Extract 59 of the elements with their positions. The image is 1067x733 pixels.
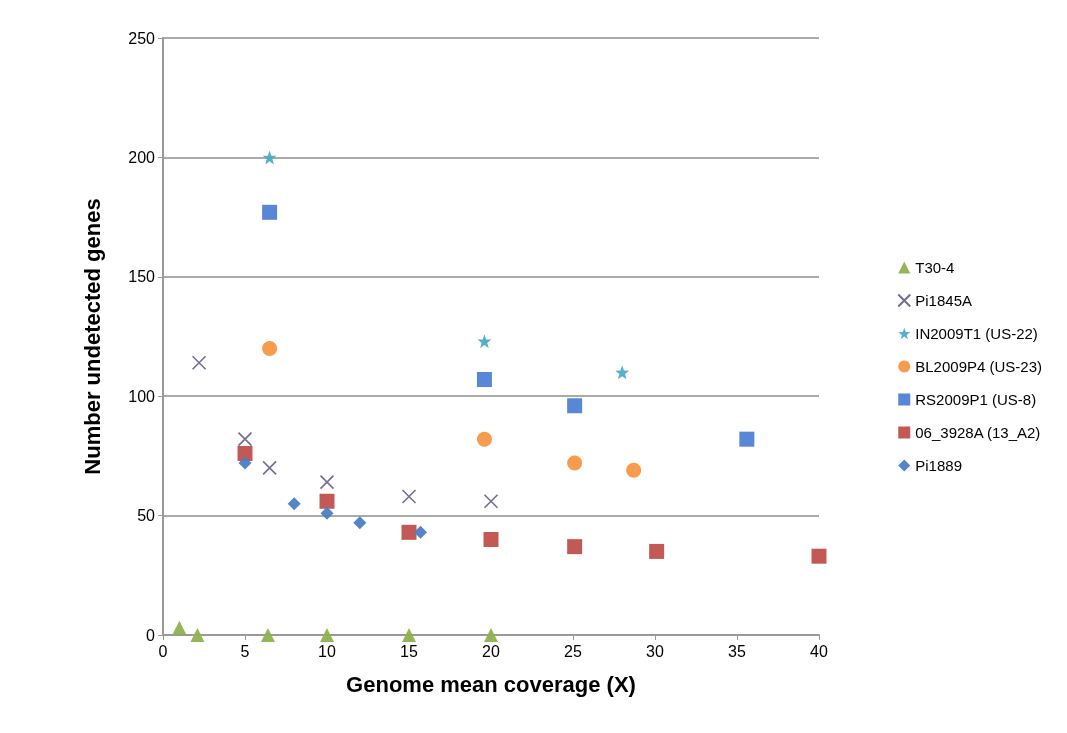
legend-label: BL2009P4 (US-23)	[915, 358, 1043, 375]
point	[320, 628, 334, 642]
point	[476, 431, 492, 447]
legend-label: Pi1845A	[915, 292, 972, 309]
x-tick-label: 0	[158, 642, 168, 660]
point	[353, 516, 367, 530]
point	[567, 455, 583, 471]
point	[615, 365, 630, 380]
point	[238, 456, 252, 470]
point	[320, 506, 334, 520]
point	[190, 628, 205, 642]
point	[483, 493, 499, 509]
x-tick-label: 5	[240, 642, 250, 660]
point	[262, 204, 278, 220]
point	[319, 493, 335, 509]
point	[413, 525, 427, 539]
point	[262, 340, 278, 356]
legend-label: T30-4	[915, 259, 955, 276]
point	[287, 497, 301, 511]
x-tick-label: 35	[728, 642, 746, 660]
point	[567, 539, 583, 555]
point	[402, 628, 416, 642]
x-tick-label: 15	[400, 642, 418, 660]
x-tick-label: 20	[482, 642, 500, 660]
point	[484, 628, 498, 642]
y-axis-title: Number undetected genes	[79, 198, 105, 475]
point	[739, 431, 755, 447]
point	[649, 543, 665, 559]
y-tick-label: 150	[128, 268, 156, 286]
point	[260, 628, 275, 642]
point	[567, 398, 583, 414]
point	[191, 355, 207, 371]
point	[262, 150, 277, 165]
x-tick-label: 30	[646, 642, 664, 660]
point	[476, 371, 492, 387]
legend-label: Pi1889	[915, 457, 962, 474]
point	[811, 548, 827, 564]
x-axis-title: Genome mean coverage (X)	[346, 671, 636, 697]
point	[401, 524, 417, 540]
y-tick-label: 50	[137, 507, 156, 525]
point	[319, 474, 335, 490]
point	[237, 446, 253, 462]
point	[401, 489, 417, 504]
point	[626, 462, 642, 478]
y-tick-label: 100	[128, 387, 156, 405]
legend-label: RS2009P1 (US-8)	[915, 391, 1037, 408]
point	[477, 334, 492, 349]
x-tick-label: 25	[564, 642, 582, 660]
x-tick-label: 10	[318, 642, 336, 660]
point	[237, 431, 253, 447]
point	[483, 531, 499, 547]
x-tick-label: 40	[810, 642, 828, 660]
legend-label: 06_3928A (13_A2)	[915, 424, 1041, 441]
legend-label: IN2009T1 (US-22)	[915, 325, 1038, 342]
y-tick-label: 250	[128, 29, 156, 47]
y-tick-label: 200	[128, 148, 156, 166]
y-tick-label: 0	[146, 626, 156, 644]
point	[262, 460, 277, 476]
point	[172, 620, 187, 635]
